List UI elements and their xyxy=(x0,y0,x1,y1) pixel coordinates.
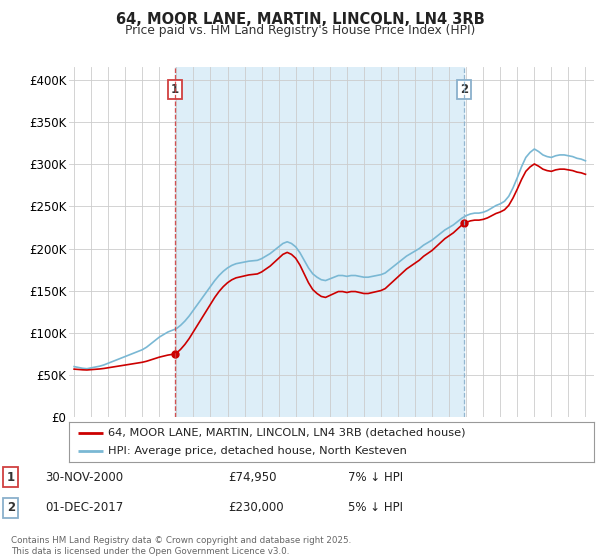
Text: 7% ↓ HPI: 7% ↓ HPI xyxy=(348,470,403,484)
Text: HPI: Average price, detached house, North Kesteven: HPI: Average price, detached house, Nort… xyxy=(109,446,407,456)
Text: 5% ↓ HPI: 5% ↓ HPI xyxy=(348,501,403,515)
Text: Contains HM Land Registry data © Crown copyright and database right 2025.
This d: Contains HM Land Registry data © Crown c… xyxy=(11,536,351,556)
Text: 30-NOV-2000: 30-NOV-2000 xyxy=(45,470,123,484)
Bar xyxy=(175,67,464,417)
Text: £230,000: £230,000 xyxy=(228,501,284,515)
Text: Price paid vs. HM Land Registry's House Price Index (HPI): Price paid vs. HM Land Registry's House … xyxy=(125,24,475,36)
Text: 64, MOOR LANE, MARTIN, LINCOLN, LN4 3RB (detached house): 64, MOOR LANE, MARTIN, LINCOLN, LN4 3RB … xyxy=(109,428,466,437)
Text: 64, MOOR LANE, MARTIN, LINCOLN, LN4 3RB: 64, MOOR LANE, MARTIN, LINCOLN, LN4 3RB xyxy=(116,12,484,27)
Text: 1: 1 xyxy=(170,83,179,96)
Text: 2: 2 xyxy=(460,83,469,96)
Text: 1: 1 xyxy=(7,470,15,484)
Text: 2: 2 xyxy=(7,501,15,515)
Text: 01-DEC-2017: 01-DEC-2017 xyxy=(45,501,123,515)
Text: £74,950: £74,950 xyxy=(228,470,277,484)
